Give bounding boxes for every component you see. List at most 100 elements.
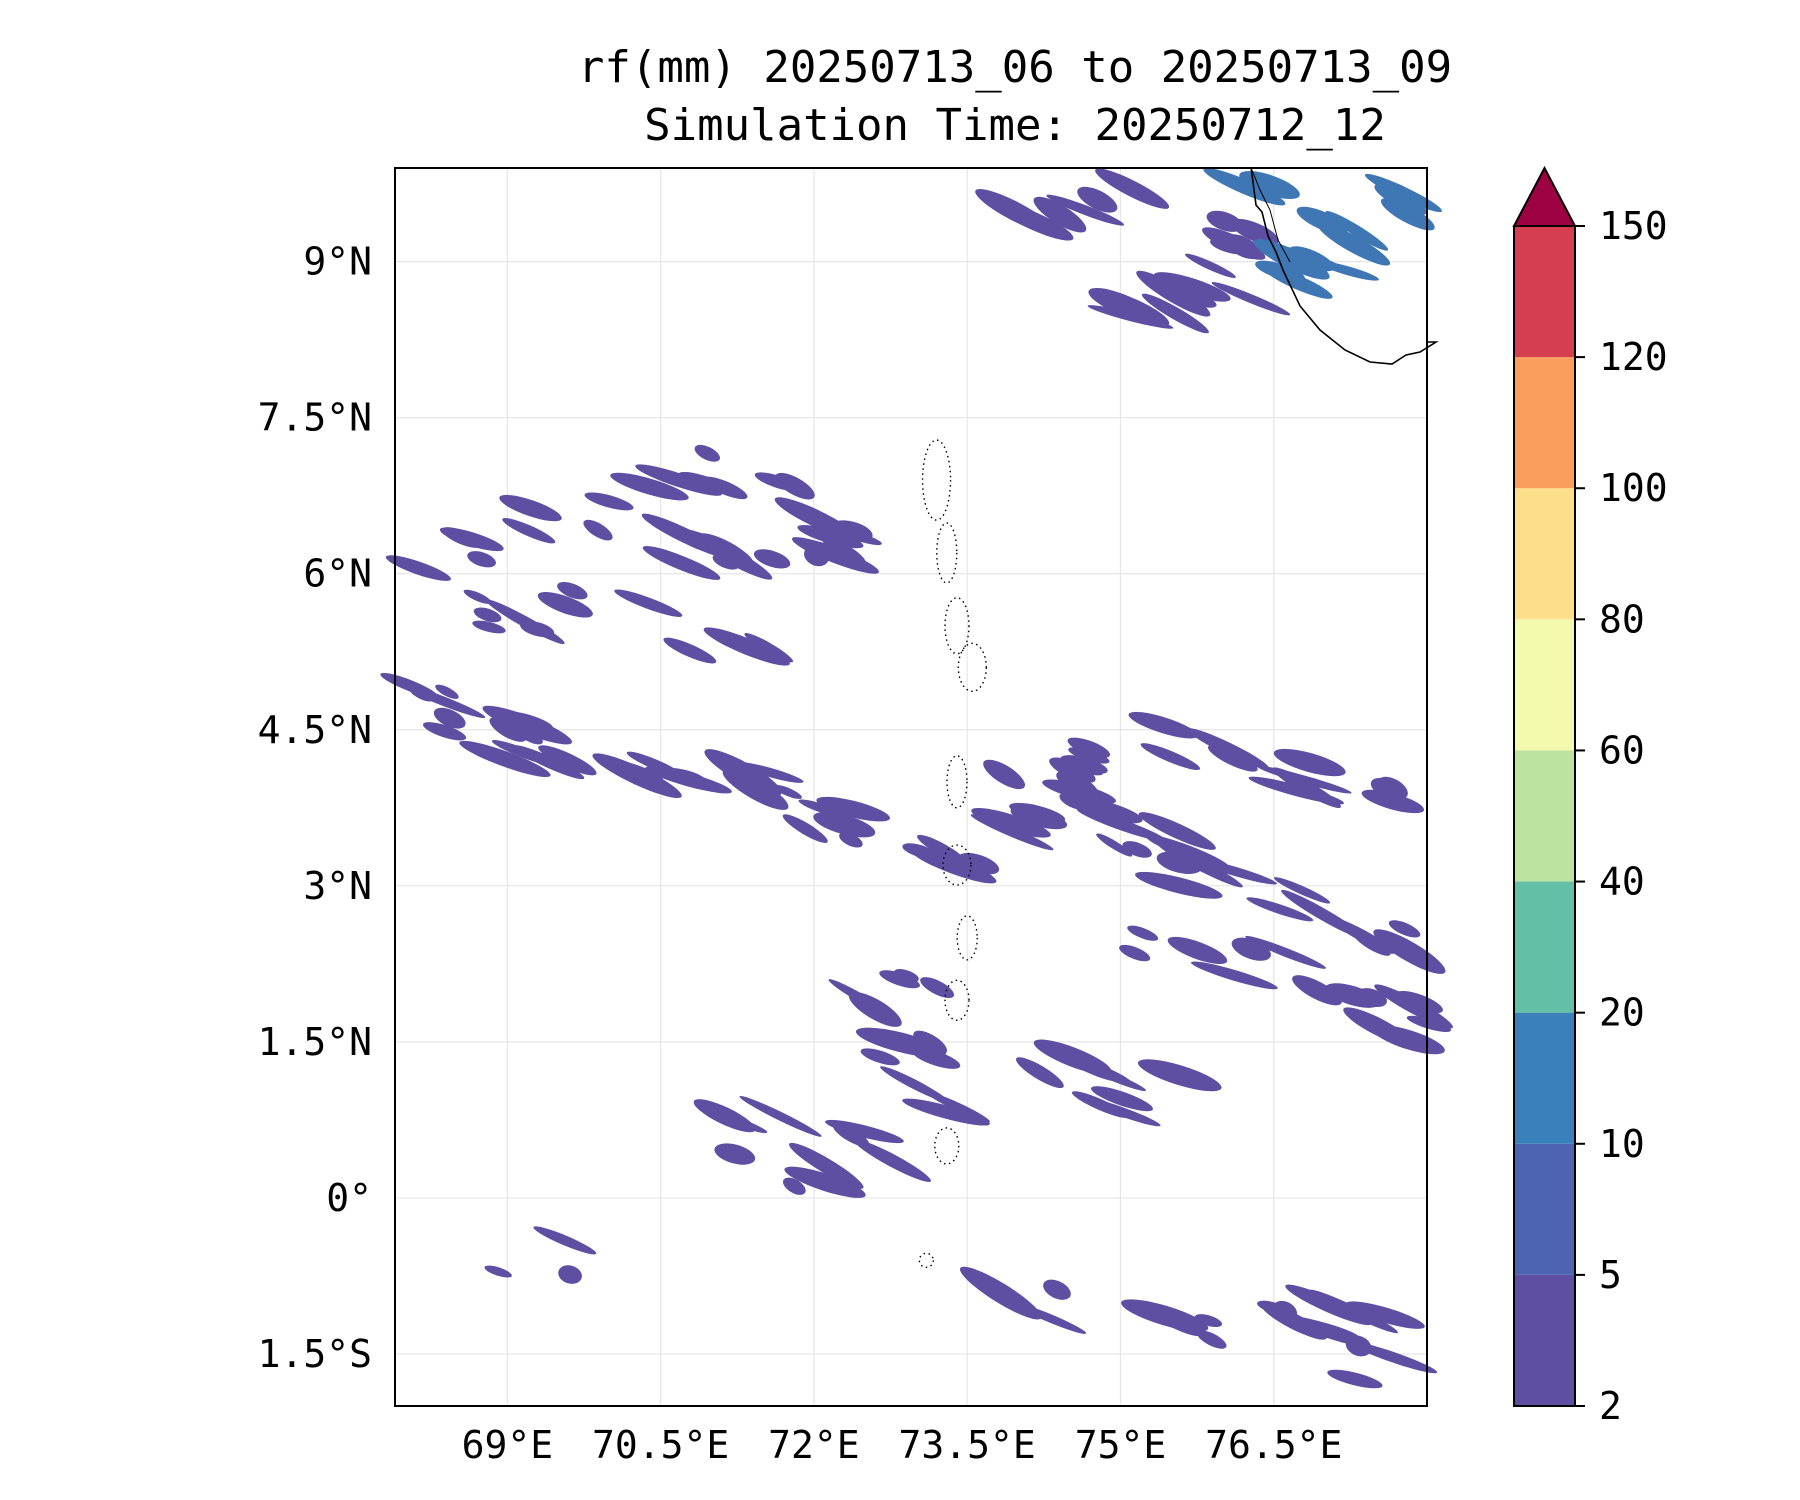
rain-cell <box>1009 802 1066 823</box>
colorbar-labels: 2 5 10 20 40 60 80 100 120 150 <box>1575 204 1668 1428</box>
rain-cell <box>1380 198 1435 231</box>
colorbar-segments <box>1514 226 1575 1406</box>
rain-cell <box>1255 260 1306 282</box>
rain-cell <box>1388 920 1421 938</box>
rain-cell <box>472 620 506 634</box>
rain-cell <box>538 745 597 776</box>
rain-cell <box>583 519 613 541</box>
rain-cell <box>782 814 828 843</box>
rain-cell <box>704 749 782 796</box>
rain-cell <box>1256 765 1352 794</box>
rain-cell <box>1095 168 1170 209</box>
lat-tick-label: 4.5°N <box>258 708 372 752</box>
rain-cell <box>694 444 720 462</box>
rain-cell <box>484 1265 512 1278</box>
rain-cell <box>602 759 664 784</box>
rain-cell <box>1273 748 1346 777</box>
rain-cell <box>473 607 502 623</box>
rain-cell <box>1211 282 1291 316</box>
rain-cell <box>678 471 734 495</box>
rain-cell <box>467 551 496 568</box>
rain-cell <box>910 848 997 884</box>
rain-cell <box>1356 988 1388 1008</box>
colorbar-segment <box>1514 619 1575 751</box>
latitude-axis: 9°N 7.5°N 6°N 4.5°N 3°N 1.5°N 0° 1.5°S <box>258 240 372 1376</box>
rain-cell <box>385 555 451 581</box>
rain-cell <box>1309 1289 1398 1334</box>
coastline <box>1250 166 1439 365</box>
india-coastline <box>1250 166 1439 365</box>
rain-cell <box>1272 1314 1361 1341</box>
rain-cell <box>1253 238 1330 280</box>
rain-cell <box>1091 289 1148 324</box>
rain-cell <box>797 524 864 549</box>
rain-cell <box>792 537 879 574</box>
colorbar-level-label: 80 <box>1599 597 1645 641</box>
rain-cell <box>1141 293 1209 334</box>
rain-cell <box>614 589 683 617</box>
rain-cell <box>1049 757 1096 783</box>
rain-cell <box>1191 961 1278 990</box>
rain-cell <box>1140 743 1201 770</box>
rain-cell <box>1361 789 1425 814</box>
rain-cell <box>1060 755 1108 774</box>
rain-cell <box>1194 1314 1223 1328</box>
rain-cell <box>1203 167 1286 206</box>
rain-cell <box>1192 858 1277 885</box>
rain-cell <box>1245 935 1326 969</box>
lon-tick-label: 70.5°E <box>592 1423 729 1467</box>
rain-cell <box>828 979 894 1018</box>
rain-cell <box>463 589 492 604</box>
lat-tick-label: 6°N <box>303 552 372 596</box>
figure-title-line1: rf(mm) 20250713_06 to 20250713_09 <box>578 42 1452 93</box>
rain-cell <box>1370 778 1403 800</box>
atoll-outline <box>918 1252 935 1269</box>
rain-cell <box>1206 210 1243 232</box>
rain-cell <box>1345 1301 1425 1329</box>
rain-cell <box>558 1265 582 1284</box>
rain-cell <box>975 188 1055 234</box>
colorbar-segment <box>1514 750 1575 882</box>
rain-cell <box>1042 779 1116 804</box>
rain-cell <box>1135 871 1223 899</box>
colorbar-level-label: 150 <box>1599 204 1668 248</box>
rain-cell <box>502 518 556 544</box>
rain-cell <box>1292 975 1342 1006</box>
rain-cell <box>1353 931 1391 956</box>
coastline-inlet <box>1251 169 1291 263</box>
rain-cell <box>1239 171 1300 199</box>
rain-cell <box>839 530 882 546</box>
lon-tick-label: 69°E <box>462 1423 554 1467</box>
rain-cell <box>879 970 920 989</box>
atoll-outline <box>956 915 978 961</box>
colorbar-level-label: 5 <box>1599 1253 1622 1297</box>
rain-cell <box>1187 728 1269 770</box>
rain-cell <box>459 740 551 778</box>
rain-cell <box>557 581 588 600</box>
lon-tick-label: 72°E <box>768 1423 860 1467</box>
rain-cell <box>1068 747 1110 764</box>
atoll-outline <box>934 1127 960 1165</box>
atoll-outline <box>942 844 972 886</box>
rain-cell <box>712 553 739 570</box>
rain-cell <box>902 1098 990 1126</box>
colorbar-frame <box>1513 225 1576 1407</box>
rain-cell <box>1167 936 1228 965</box>
rain-cell <box>1364 173 1442 213</box>
rain-cell <box>997 817 1021 834</box>
rain-cell <box>894 969 919 983</box>
rain-cell <box>499 494 562 522</box>
lon-tick-label: 75°E <box>1075 1423 1167 1467</box>
rain-cell <box>1156 851 1202 874</box>
rain-cell <box>409 686 434 702</box>
colorbar-segment <box>1514 488 1575 620</box>
rain-cell <box>520 620 555 638</box>
lon-tick-label: 73.5°E <box>899 1423 1036 1467</box>
rain-cell <box>556 603 587 616</box>
rain-cell <box>789 1142 864 1189</box>
rain-cell <box>489 717 527 742</box>
rain-cell <box>1327 1369 1383 1389</box>
rain-cell <box>1067 737 1111 758</box>
rain-cell <box>423 722 467 741</box>
rain-cell <box>1374 984 1453 1029</box>
